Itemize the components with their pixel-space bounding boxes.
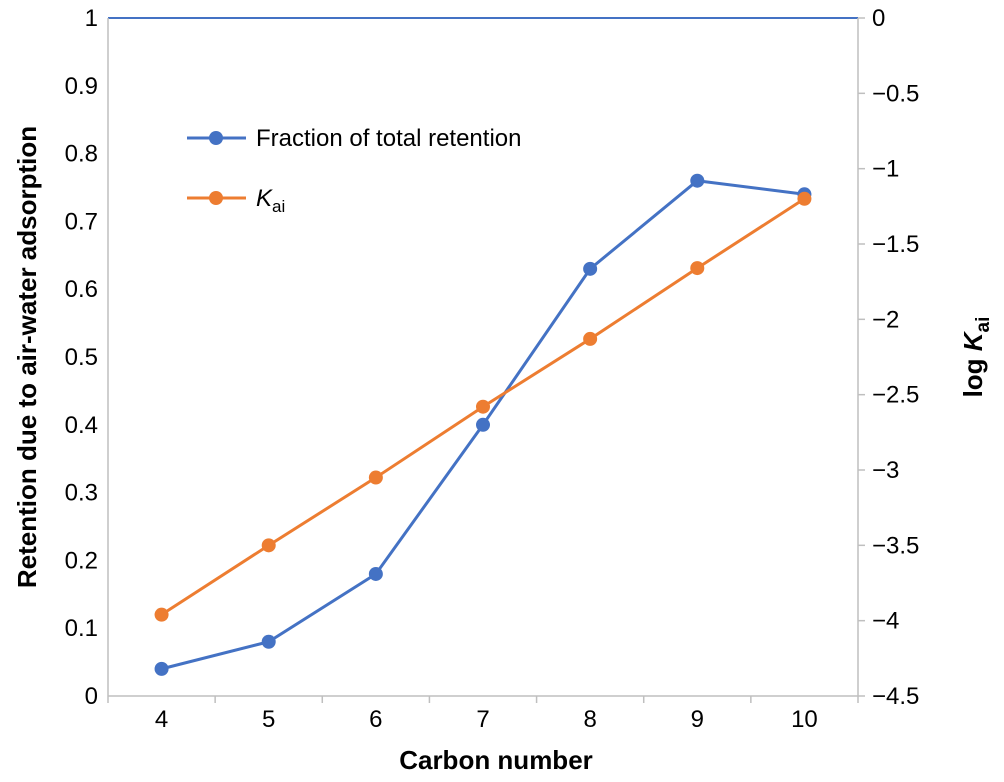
data-point-kai bbox=[690, 261, 705, 276]
data-point-kai bbox=[261, 538, 276, 553]
right-axis-ticks: 0 −0.5 −1 −1.5 −2 −2.5 −3 −3.5 −4 −4.5 bbox=[858, 5, 919, 710]
right-axis-title-symbol: K bbox=[958, 330, 988, 351]
legend-label-kai-symbol: K bbox=[256, 185, 273, 212]
left-tick-label: 0.2 bbox=[65, 547, 98, 574]
right-tick-label: −1.5 bbox=[872, 231, 919, 258]
legend-label-fraction: Fraction of total retention bbox=[256, 125, 521, 152]
legend-label-kai: Kai bbox=[256, 185, 285, 216]
data-point-fraction bbox=[583, 261, 598, 276]
left-tick-label: 0.9 bbox=[65, 73, 98, 100]
left-tick-label: 0.7 bbox=[65, 208, 98, 235]
x-axis-title: Carbon number bbox=[399, 745, 593, 775]
legend-marker-kai bbox=[209, 191, 223, 205]
right-tick-label: −3 bbox=[872, 457, 899, 484]
data-point-fraction bbox=[261, 634, 276, 649]
left-tick-label: 0 bbox=[85, 683, 98, 710]
left-tick-label: 0.4 bbox=[65, 412, 98, 439]
x-tick-label: 8 bbox=[583, 706, 596, 733]
right-tick-label: −4.5 bbox=[872, 683, 919, 710]
right-tick-label: −2.5 bbox=[872, 382, 919, 409]
data-point-fraction bbox=[154, 661, 169, 676]
x-tick-label: 7 bbox=[476, 706, 489, 733]
x-tick-label: 9 bbox=[691, 706, 704, 733]
x-tick-label: 5 bbox=[262, 706, 275, 733]
data-point-kai bbox=[583, 331, 598, 346]
data-point-fraction bbox=[476, 417, 490, 432]
series-layer bbox=[154, 173, 812, 676]
data-point-fraction bbox=[368, 566, 383, 581]
left-axis-ticks: 0 0.1 0.2 0.3 0.4 0.5 0.6 0.7 0.8 0.9 1 bbox=[65, 5, 98, 710]
left-tick-label: 0.5 bbox=[65, 344, 98, 371]
right-tick-label: −1 bbox=[872, 156, 899, 183]
data-point-kai bbox=[797, 191, 812, 206]
legend-marker-fraction bbox=[209, 131, 223, 145]
legend-item-kai: Kai bbox=[187, 185, 285, 216]
x-tick-label: 4 bbox=[155, 706, 168, 733]
left-tick-label: 1 bbox=[85, 5, 98, 32]
data-point-fraction bbox=[690, 173, 705, 188]
x-axis-ticks: 4 5 6 7 8 9 10 bbox=[107, 696, 859, 733]
right-axis-title: log Kai bbox=[958, 317, 994, 398]
right-axis-title-prefix: log bbox=[958, 351, 988, 397]
right-tick-label: 0 bbox=[872, 5, 885, 32]
right-tick-label: −2 bbox=[872, 306, 899, 333]
right-tick-label: −3.5 bbox=[872, 532, 919, 559]
x-tick-label: 10 bbox=[791, 706, 818, 733]
data-point-kai bbox=[368, 470, 383, 485]
right-axis-title-subscript: ai bbox=[973, 317, 994, 333]
left-tick-label: 0.3 bbox=[65, 480, 98, 507]
legend: Fraction of total retention Kai bbox=[187, 125, 521, 216]
legend-label-kai-subscript: ai bbox=[272, 197, 285, 216]
left-tick-label: 0.8 bbox=[65, 141, 98, 168]
right-tick-label: −4 bbox=[872, 608, 899, 635]
data-point-kai bbox=[154, 607, 169, 622]
right-tick-label: −0.5 bbox=[872, 80, 919, 107]
left-tick-label: 0.1 bbox=[65, 615, 98, 642]
left-tick-label: 0.6 bbox=[65, 276, 98, 303]
left-axis-title: Retention due to air-water adsorption bbox=[12, 126, 42, 588]
data-point-kai bbox=[476, 399, 490, 414]
legend-item-fraction: Fraction of total retention bbox=[187, 125, 521, 152]
x-tick-label: 6 bbox=[369, 706, 382, 733]
